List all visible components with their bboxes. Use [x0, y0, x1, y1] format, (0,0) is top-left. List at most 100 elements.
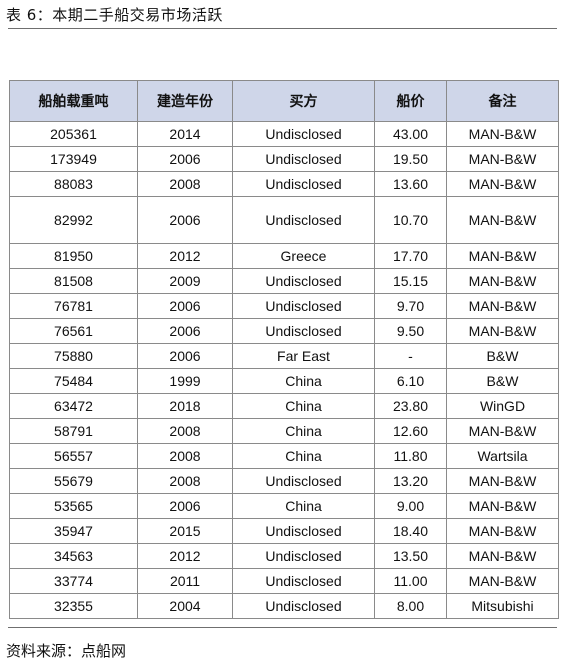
table-row: 173949 2006 Undisclosed 19.50 MAN-B&W	[9, 146, 559, 172]
table-row: 81950 2012 Greece 17.70 MAN-B&W	[9, 243, 559, 269]
cell-dwt: 173949	[9, 146, 138, 172]
cell-price: 11.00	[374, 568, 447, 594]
cell-price: 12.60	[374, 418, 447, 444]
cell-build-year: 2006	[137, 343, 233, 369]
cell-buyer: Undisclosed	[232, 196, 375, 244]
cell-remarks: MAN-B&W	[446, 243, 559, 269]
cell-dwt: 53565	[9, 493, 138, 519]
cell-buyer: Undisclosed	[232, 468, 375, 494]
cell-buyer: Greece	[232, 243, 375, 269]
cell-dwt: 81508	[9, 268, 138, 294]
table-row: 32355 2004 Undisclosed 8.00 Mitsubishi	[9, 593, 559, 619]
cell-dwt: 75880	[9, 343, 138, 369]
cell-remarks: MAN-B&W	[446, 196, 559, 244]
table-row: 56557 2008 China 11.80 Wartsila	[9, 443, 559, 469]
cell-build-year: 1999	[137, 368, 233, 394]
cell-build-year: 2008	[137, 171, 233, 197]
header-price: 船价	[374, 80, 447, 122]
cell-dwt: 88083	[9, 171, 138, 197]
table-row: 88083 2008 Undisclosed 13.60 MAN-B&W	[9, 171, 559, 197]
cell-build-year: 2008	[137, 468, 233, 494]
cell-buyer: Undisclosed	[232, 171, 375, 197]
cell-remarks: B&W	[446, 343, 559, 369]
cell-buyer: China	[232, 393, 375, 419]
cell-price: 23.80	[374, 393, 447, 419]
cell-price: 18.40	[374, 518, 447, 544]
source-note: 资料来源：点船网	[6, 642, 127, 660]
table-row: 81508 2009 Undisclosed 15.15 MAN-B&W	[9, 268, 559, 294]
cell-dwt: 76781	[9, 293, 138, 319]
cell-build-year: 2008	[137, 443, 233, 469]
cell-dwt: 82992	[9, 196, 138, 244]
cell-build-year: 2018	[137, 393, 233, 419]
cell-remarks: Wartsila	[446, 443, 559, 469]
cell-build-year: 2009	[137, 268, 233, 294]
cell-remarks: WinGD	[446, 393, 559, 419]
cell-dwt: 63472	[9, 393, 138, 419]
cell-remarks: MAN-B&W	[446, 468, 559, 494]
cell-price: 17.70	[374, 243, 447, 269]
cell-remarks: MAN-B&W	[446, 121, 559, 147]
table-header-row: 船舶载重吨 建造年份 买方 船价 备注	[9, 80, 559, 122]
cell-price: 9.00	[374, 493, 447, 519]
table-row: 53565 2006 China 9.00 MAN-B&W	[9, 493, 559, 519]
cell-price: 9.50	[374, 318, 447, 344]
cell-buyer: Undisclosed	[232, 543, 375, 569]
cell-build-year: 2015	[137, 518, 233, 544]
cell-remarks: MAN-B&W	[446, 293, 559, 319]
cell-remarks: MAN-B&W	[446, 543, 559, 569]
cell-buyer: Far East	[232, 343, 375, 369]
cell-buyer: Undisclosed	[232, 293, 375, 319]
cell-buyer: Undisclosed	[232, 568, 375, 594]
cell-price: 19.50	[374, 146, 447, 172]
header-remarks: 备注	[446, 80, 559, 122]
cell-price: 13.20	[374, 468, 447, 494]
cell-buyer: Undisclosed	[232, 593, 375, 619]
cell-build-year: 2006	[137, 493, 233, 519]
cell-price: 43.00	[374, 121, 447, 147]
cell-buyer: China	[232, 368, 375, 394]
cell-price: 11.80	[374, 443, 447, 469]
bottom-rule	[8, 627, 557, 628]
table-row: 35947 2015 Undisclosed 18.40 MAN-B&W	[9, 518, 559, 544]
cell-dwt: 81950	[9, 243, 138, 269]
cell-buyer: Undisclosed	[232, 318, 375, 344]
cell-buyer: Undisclosed	[232, 146, 375, 172]
header-buyer: 买方	[232, 80, 375, 122]
secondhand-ship-table: 船舶载重吨 建造年份 买方 船价 备注 205361 2014 Undisclose…	[9, 80, 559, 619]
cell-price: 15.15	[374, 268, 447, 294]
cell-buyer: Undisclosed	[232, 121, 375, 147]
cell-build-year: 2006	[137, 318, 233, 344]
cell-remarks: MAN-B&W	[446, 418, 559, 444]
table-row: 82992 2006 Undisclosed 10.70 MAN-B&W	[9, 196, 559, 244]
cell-build-year: 2014	[137, 121, 233, 147]
table-row: 58791 2008 China 12.60 MAN-B&W	[9, 418, 559, 444]
table-row: 55679 2008 Undisclosed 13.20 MAN-B&W	[9, 468, 559, 494]
header-dwt: 船舶载重吨	[9, 80, 138, 122]
table-caption: 表 6：本期二手船交易市场活跃	[6, 6, 223, 24]
cell-buyer: Undisclosed	[232, 268, 375, 294]
cell-remarks: MAN-B&W	[446, 568, 559, 594]
cell-build-year: 2006	[137, 293, 233, 319]
cell-price: 13.60	[374, 171, 447, 197]
cell-build-year: 2004	[137, 593, 233, 619]
table-body: 205361 2014 Undisclosed 43.00 MAN-B&W 173949 2…	[9, 121, 559, 619]
cell-price: 9.70	[374, 293, 447, 319]
cell-buyer: China	[232, 443, 375, 469]
table-row: 205361 2014 Undisclosed 43.00 MAN-B&W	[9, 121, 559, 147]
cell-build-year: 2008	[137, 418, 233, 444]
table-row: 75484 1999 China 6.10 B&W	[9, 368, 559, 394]
cell-remarks: MAN-B&W	[446, 146, 559, 172]
cell-build-year: 2012	[137, 243, 233, 269]
header-build-year: 建造年份	[137, 80, 233, 122]
table-row: 34563 2012 Undisclosed 13.50 MAN-B&W	[9, 543, 559, 569]
cell-buyer: Undisclosed	[232, 518, 375, 544]
cell-dwt: 33774	[9, 568, 138, 594]
cell-dwt: 76561	[9, 318, 138, 344]
table-row: 76781 2006 Undisclosed 9.70 MAN-B&W	[9, 293, 559, 319]
cell-dwt: 32355	[9, 593, 138, 619]
cell-price: 13.50	[374, 543, 447, 569]
cell-remarks: MAN-B&W	[446, 318, 559, 344]
table-row: 76561 2006 Undisclosed 9.50 MAN-B&W	[9, 318, 559, 344]
cell-remarks: Mitsubishi	[446, 593, 559, 619]
